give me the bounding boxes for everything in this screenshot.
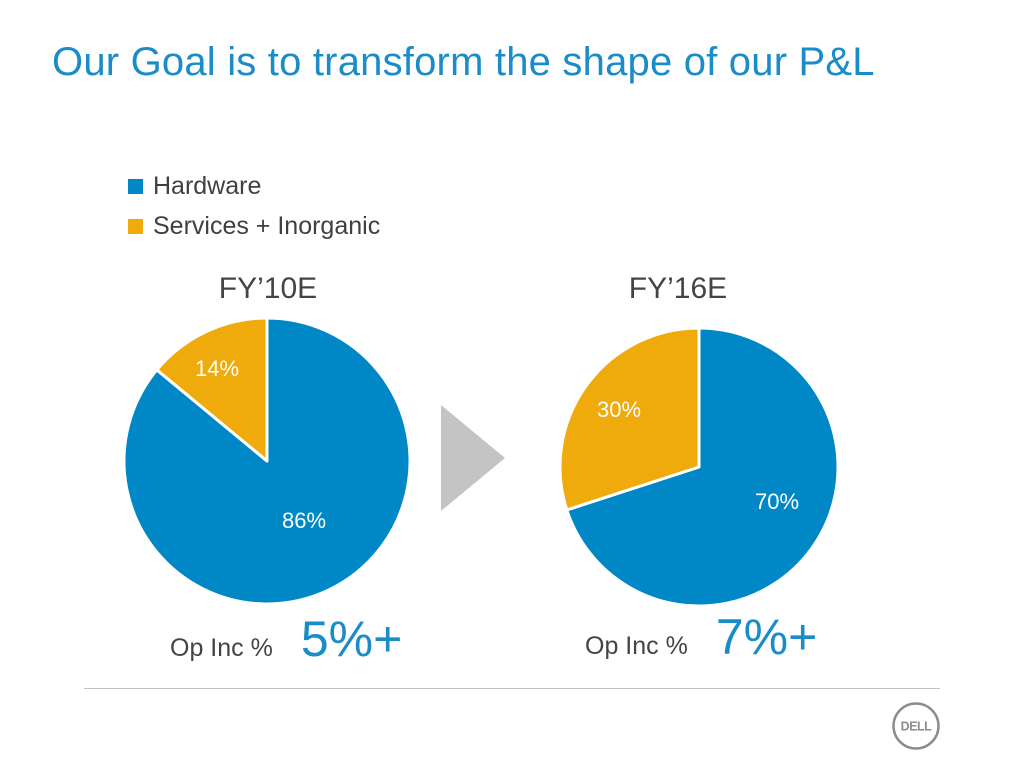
op-inc-value-fy10: 5%+ bbox=[300, 611, 403, 667]
legend-swatch-hardware bbox=[128, 178, 143, 194]
op-inc-fy10: Op Inc % 5%+ bbox=[170, 610, 402, 668]
op-inc-value-fy16: 7%+ bbox=[715, 609, 818, 665]
chart-title-fy10: FY’10E bbox=[218, 272, 318, 305]
page-title: Our Goal is to transform the shape of ou… bbox=[52, 40, 875, 84]
dell-logo: DELL bbox=[892, 702, 940, 750]
legend-item-services: Services + Inorganic bbox=[128, 206, 380, 246]
pie-chart-fy16: 70% 30% bbox=[558, 326, 840, 608]
pie-slice-services bbox=[558, 326, 701, 512]
legend-label-hardware: Hardware bbox=[153, 171, 262, 200]
pie-label-services: 30% bbox=[597, 397, 641, 422]
dell-logo-text: DELL bbox=[901, 720, 933, 734]
pie-label-hardware: 70% bbox=[755, 489, 799, 514]
pie-chart-fy10: 86% 14% bbox=[122, 316, 412, 606]
op-inc-fy16: Op Inc % 7%+ bbox=[585, 608, 817, 666]
arrow-right-icon bbox=[441, 405, 505, 511]
pie-slice-hardware bbox=[122, 316, 412, 606]
chart-title-fy16: FY’16E bbox=[628, 272, 728, 305]
pie-slice-hardware bbox=[565, 326, 840, 608]
pie-label-services: 14% bbox=[195, 356, 239, 381]
legend-swatch-services bbox=[128, 218, 143, 234]
legend-label-services: Services + Inorganic bbox=[153, 211, 381, 240]
pie-slice-services bbox=[155, 316, 269, 463]
op-inc-label-fy10: Op Inc % bbox=[170, 634, 273, 662]
chart-legend: Hardware Services + Inorganic bbox=[128, 166, 380, 246]
pie-label-hardware: 86% bbox=[282, 508, 326, 533]
legend-item-hardware: Hardware bbox=[128, 166, 380, 206]
op-inc-label-fy16: Op Inc % bbox=[585, 632, 688, 660]
footer-divider bbox=[84, 688, 940, 689]
